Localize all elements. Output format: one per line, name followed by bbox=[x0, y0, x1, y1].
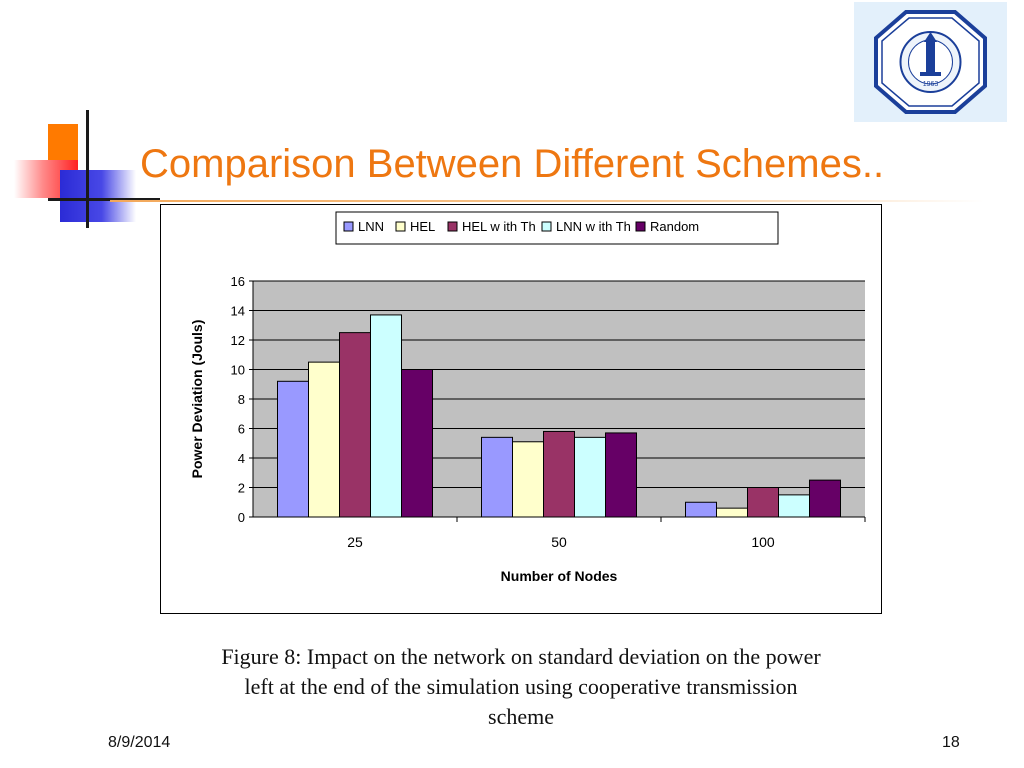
y-tick-label: 10 bbox=[231, 363, 245, 378]
bar-hel-50 bbox=[512, 441, 544, 518]
y-tick-label: 16 bbox=[231, 274, 245, 289]
bar-hel-with-th-100 bbox=[747, 487, 779, 518]
y-tick-label: 6 bbox=[238, 422, 245, 437]
legend-label: Random bbox=[650, 219, 699, 234]
bar-random-50 bbox=[605, 432, 637, 518]
legend-label: HEL bbox=[410, 219, 435, 234]
bar-lnn-100 bbox=[685, 501, 717, 518]
caption-line-2: left at the end of the simulation using … bbox=[244, 674, 798, 699]
legend-box bbox=[335, 211, 779, 245]
legend-label: LNN w ith Th bbox=[556, 219, 631, 234]
y-tick-label: 14 bbox=[231, 304, 245, 319]
decor-blue-square bbox=[60, 170, 136, 222]
bar-hel-with-th-25 bbox=[339, 332, 371, 518]
y-tick-label: 4 bbox=[238, 451, 245, 466]
legend-swatch-hel bbox=[395, 221, 406, 232]
university-logo: 1963 bbox=[854, 2, 1007, 122]
bar-lnn-with-th-25 bbox=[370, 314, 402, 518]
bar-lnn-with-th-100 bbox=[778, 494, 810, 518]
y-tick-label: 2 bbox=[238, 481, 245, 496]
decor-horizontal-line bbox=[48, 198, 160, 201]
legend-swatch-random bbox=[635, 221, 646, 232]
caption-line-1: Figure 8: Impact on the network on stand… bbox=[221, 644, 821, 669]
legend-label: HEL w ith Th bbox=[462, 219, 536, 234]
x-axis-title: Number of Nodes bbox=[501, 568, 618, 584]
y-tick-label: 8 bbox=[238, 392, 245, 407]
x-tick-label: 25 bbox=[347, 534, 363, 550]
y-axis-title: Power Deviation (Jouls) bbox=[189, 320, 205, 479]
legend-swatch-lnn bbox=[343, 221, 354, 232]
bar-lnn-25 bbox=[277, 380, 309, 518]
legend-swatch-hel-with-th bbox=[447, 221, 458, 232]
y-tick-label: 12 bbox=[231, 333, 245, 348]
legend-swatch-lnn-with-th bbox=[541, 221, 552, 232]
legend-label: LNN bbox=[358, 219, 384, 234]
y-tick-label: 0 bbox=[238, 510, 245, 525]
chart-frame: 0 2 4 6 8 10 12 14 16 25 50 100 Number of Nodes Power… bbox=[160, 204, 882, 614]
bar-lnn-with-th-50 bbox=[574, 436, 606, 518]
bar-hel-25 bbox=[308, 361, 340, 518]
bar-hel-100 bbox=[716, 507, 748, 518]
bar-hel-with-th-50 bbox=[543, 430, 575, 518]
figure-caption: Figure 8: Impact on the network on stand… bbox=[140, 642, 902, 732]
title-underline bbox=[110, 200, 984, 202]
footer-date: 8/9/2014 bbox=[108, 734, 171, 751]
bar-lnn-50 bbox=[481, 436, 513, 518]
logo-year: 1963 bbox=[923, 81, 939, 88]
bar-random-100 bbox=[809, 479, 841, 518]
page-number: 18 bbox=[942, 734, 960, 751]
x-tick-label: 50 bbox=[551, 534, 567, 550]
caption-line-3: scheme bbox=[488, 704, 554, 729]
decor-orange-square bbox=[48, 124, 78, 166]
x-tick-label: 100 bbox=[751, 534, 775, 550]
decor-vertical-line bbox=[86, 110, 89, 228]
slide-title: Comparison Between Different Schemes.. bbox=[140, 142, 885, 186]
bar-chart: 0 2 4 6 8 10 12 14 16 25 50 100 Number of Nodes Power… bbox=[189, 211, 866, 584]
university-seal-icon: 1963 bbox=[874, 10, 987, 114]
bar-random-25 bbox=[401, 369, 433, 518]
